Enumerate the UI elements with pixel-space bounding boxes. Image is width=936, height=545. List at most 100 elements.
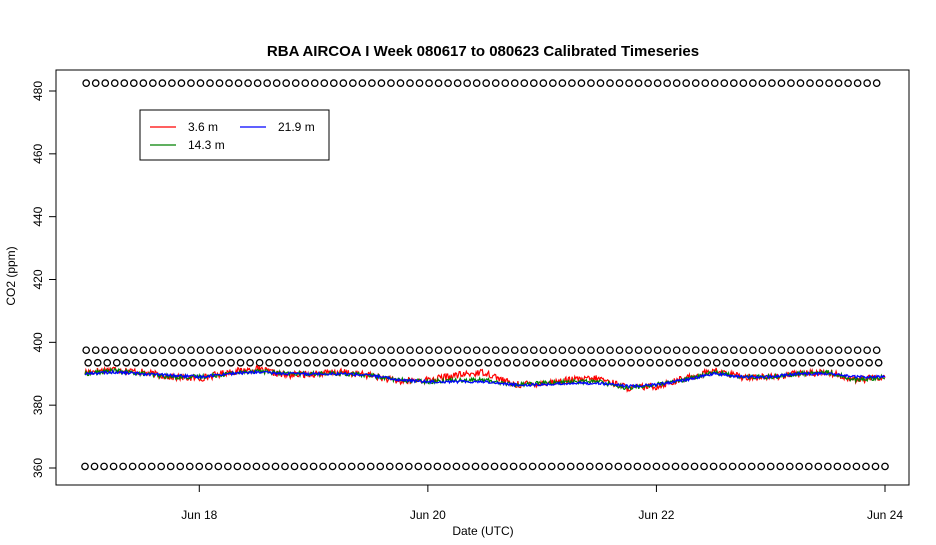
flag-marker (408, 358, 416, 367)
flag-marker (501, 79, 510, 87)
flag-marker (749, 79, 757, 87)
flag-marker (627, 358, 635, 367)
flag-marker (531, 358, 540, 367)
x-tick-label: Jun 18 (181, 508, 217, 522)
flag-marker (827, 358, 835, 367)
flag-marker (158, 79, 167, 87)
flag-marker (634, 79, 643, 87)
flag-marker (852, 462, 861, 471)
flag-marker (653, 346, 662, 355)
flag-marker (360, 358, 369, 367)
flag-marker (795, 462, 804, 471)
x-tick-label: Jun 22 (638, 508, 674, 522)
flag-marker (158, 346, 167, 355)
flag-marker (234, 346, 243, 355)
flag-marker (128, 462, 137, 471)
flag-marker (529, 79, 538, 87)
flag-marker (806, 346, 814, 355)
flag-marker (671, 462, 680, 471)
flag-marker (606, 79, 614, 87)
flag-marker (750, 358, 759, 367)
flag-marker (729, 346, 738, 355)
flag-marker (215, 79, 224, 87)
flag-marker (406, 346, 414, 355)
flag-marker (596, 346, 605, 355)
flag-marker (452, 462, 461, 471)
flag-marker (110, 346, 119, 355)
flag-marker (415, 79, 424, 87)
flag-marker (729, 79, 738, 87)
flag-marker (160, 358, 169, 367)
flag-marker (500, 462, 508, 471)
flag-marker (358, 346, 367, 355)
flag-marker (398, 358, 407, 367)
flag-marker (710, 346, 719, 355)
flag-marker (804, 462, 813, 471)
flag-marker (387, 79, 395, 87)
flag-marker (665, 358, 673, 367)
flag-marker (225, 346, 233, 355)
flag-marker (284, 358, 293, 367)
flag-marker (444, 79, 452, 87)
flag-marker (739, 79, 748, 87)
flag-marker (425, 346, 433, 355)
flag-marker (395, 462, 404, 471)
flag-marker (814, 462, 823, 471)
flag-marker (225, 79, 233, 87)
flag-marker (539, 346, 548, 355)
flag-marker (874, 358, 883, 367)
flag-marker (691, 346, 700, 355)
flag-marker (312, 358, 321, 367)
x-tick-label: Jun 24 (867, 508, 903, 522)
flag-marker (300, 462, 308, 471)
flag-marker (309, 462, 318, 471)
flag-marker (633, 462, 642, 471)
flag-marker (291, 346, 300, 355)
y-tick-label: 420 (31, 269, 45, 289)
flag-marker (577, 346, 586, 355)
flag-marker (301, 79, 310, 87)
flag-marker (491, 346, 500, 355)
flag-marker (109, 462, 118, 471)
flag-marker (236, 358, 245, 367)
flag-marker (501, 346, 510, 355)
flag-marker (387, 346, 395, 355)
flag-marker (825, 79, 833, 87)
flag-marker (865, 358, 873, 367)
flag-marker (265, 358, 273, 367)
flag-marker (177, 79, 186, 87)
flag-marker (455, 358, 464, 367)
flag-marker (290, 462, 299, 471)
flag-marker (272, 79, 281, 87)
flag-marker (568, 346, 576, 355)
flag-marker (691, 79, 700, 87)
flag-marker (103, 358, 112, 367)
flag-marker (481, 462, 489, 471)
flag-marker (577, 79, 586, 87)
flag-marker (119, 462, 127, 471)
flag-marker (757, 462, 766, 471)
flag-marker (719, 462, 727, 471)
flag-marker (863, 79, 871, 87)
flag-marker (389, 358, 397, 367)
flag-marker (522, 358, 531, 367)
flag-marker (471, 462, 480, 471)
flag-marker (166, 462, 175, 471)
flag-marker (815, 79, 824, 87)
flag-marker (319, 462, 327, 471)
flag-marker (844, 79, 852, 87)
flag-marker (415, 346, 424, 355)
flag-marker (741, 358, 750, 367)
flag-marker (710, 79, 719, 87)
flag-marker (196, 346, 205, 355)
flag-marker (379, 358, 388, 367)
flag-marker (576, 462, 585, 471)
flag-marker (282, 346, 291, 355)
flag-marker (766, 462, 775, 471)
flag-marker (684, 358, 693, 367)
flag-marker (787, 346, 795, 355)
y-tick-label: 440 (31, 206, 45, 226)
flag-marker (368, 346, 376, 355)
flag-marker (138, 462, 146, 471)
flag-marker (681, 462, 689, 471)
